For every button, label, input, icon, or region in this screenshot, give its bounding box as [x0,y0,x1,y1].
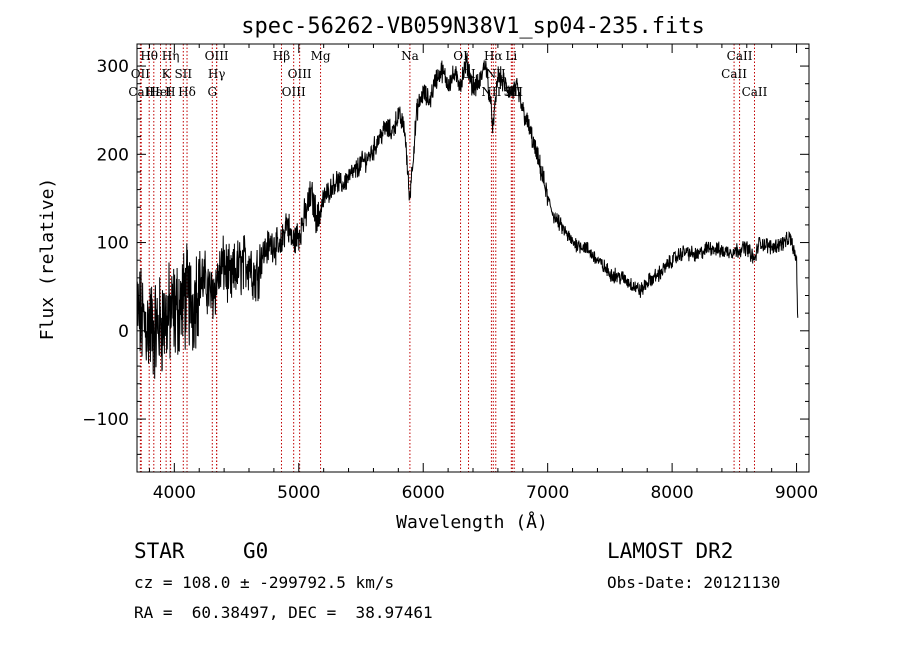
survey-name: LAMOST DR2 [607,539,734,563]
line-label-8: H [165,85,175,99]
x-tick-label: 6000 [402,483,445,503]
spectrum-series [136,52,799,379]
y-tick-label: 200 [97,145,129,165]
y-tick-label: −100 [82,410,129,430]
x-tick-label: 8000 [650,483,693,503]
line-label-15: OIII [282,85,306,99]
line-label-27: CaII [721,67,747,81]
chart-title: spec-56262-VB059N38V1_sp04-235.fits [241,14,705,39]
x-tick-label: 9000 [775,483,818,503]
line-label-0: Hθ [140,49,158,63]
object-subclass: G0 [243,539,269,563]
line-label-18: OI [453,49,468,63]
line-label-3: Hε [145,85,162,99]
x-tick-label: 7000 [526,483,569,503]
x-axis: 4000 5000 6000 7000 8000 9000 [148,44,818,503]
line-label-5: Hη [162,49,180,63]
line-label-6: K [162,67,172,81]
line-label-26: CaII [727,49,753,63]
line-label-7: SII [174,67,192,81]
x-tick-label: 5000 [277,483,320,503]
line-label-2: CaII [128,85,154,99]
redshift-velocity: cz = 108.0 ± -299792.5 km/s [134,573,395,592]
observation-date: Obs-Date: 20121130 [607,573,781,592]
x-tick-label: 4000 [153,483,196,503]
y-tick-label: 300 [97,57,129,77]
line-label-9: Hδ [178,85,196,99]
line-label-28: CaII [742,85,768,99]
line-label-17: Na [401,49,419,63]
coordinates: RA = 60.38497, DEC = 38.97461 [134,603,433,622]
y-axis: −100 0 100 200 300 [82,47,809,473]
object-type: STAR [134,539,185,563]
line-label-16: Mg [311,49,331,63]
line-label-13: Hβ [273,49,290,63]
emission-line-markers [139,44,755,472]
line-label-4: HeI [149,85,172,99]
line-label-20: Hα [484,49,503,63]
line-label-14: OIII [288,67,312,81]
y-tick-label: 100 [97,234,129,254]
line-label-12: G [207,85,217,99]
line-label-24: Li [505,49,517,63]
line-label-22: NII [481,85,501,99]
x-axis-label: Wavelength (Å) [396,511,548,533]
line-label-10: OIII [205,49,229,63]
y-axis-label: Flux (relative) [37,178,58,341]
y-tick-label: 0 [118,322,129,342]
line-label-1: OII [131,67,151,81]
line-label-11: Hγ [208,67,226,81]
